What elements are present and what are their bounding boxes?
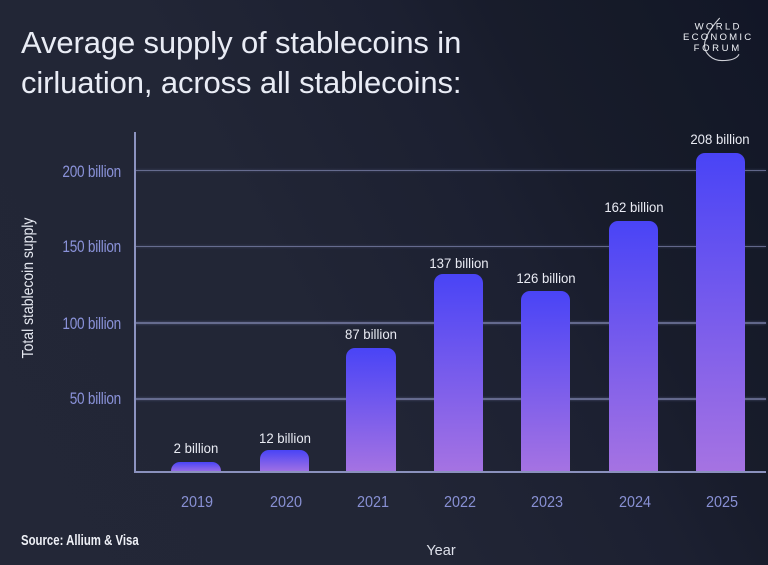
svg-text:ECONOMIC: ECONOMIC bbox=[683, 32, 753, 43]
svg-text:FORUM: FORUM bbox=[694, 43, 742, 54]
svg-text:WORLD: WORLD bbox=[695, 22, 742, 33]
